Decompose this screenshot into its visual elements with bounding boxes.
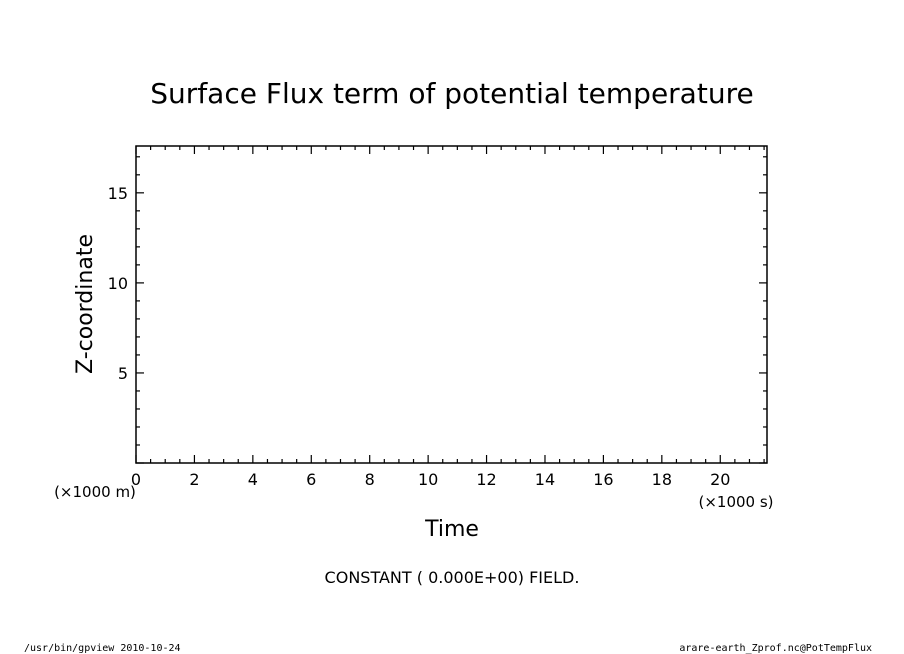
plot-frame <box>135 145 768 464</box>
x-tick-label: 14 <box>535 470 555 489</box>
x-tick-label: 4 <box>248 470 258 489</box>
x-axis-ticks: 0 2 4 6 8 10 12 14 16 18 20 <box>131 146 765 489</box>
x-tick-label: 2 <box>189 470 199 489</box>
footer-right: arare-earth_Zprof.nc@PotTempFlux <box>679 643 872 654</box>
x-tick-label: 18 <box>652 470 672 489</box>
y-tick-label: 5 <box>118 364 128 383</box>
y-unit-label: (×1000 m) <box>54 483 136 501</box>
y-tick-label: 15 <box>108 184 128 203</box>
footer-left: /usr/bin/gpview 2010-10-24 <box>24 643 181 654</box>
y-axis-label: Z-coordinate <box>73 234 98 374</box>
x-unit-label: (×1000 s) <box>698 493 773 511</box>
field-annotation: CONSTANT ( 0.000E+00) FIELD. <box>325 568 580 587</box>
x-tick-label: 10 <box>418 470 438 489</box>
y-axis-ticks: 5 10 15 <box>108 156 767 464</box>
x-tick-label: 8 <box>365 470 375 489</box>
x-tick-label: 6 <box>306 470 316 489</box>
x-tick-label: 0 <box>131 470 141 489</box>
x-tick-label: 16 <box>593 470 613 489</box>
x-tick-label: 20 <box>710 470 730 489</box>
x-tick-label: 12 <box>476 470 496 489</box>
y-tick-label: 10 <box>108 274 128 293</box>
x-axis-label: Time <box>424 517 479 542</box>
chart-title: Surface Flux term of potential temperatu… <box>150 77 753 110</box>
